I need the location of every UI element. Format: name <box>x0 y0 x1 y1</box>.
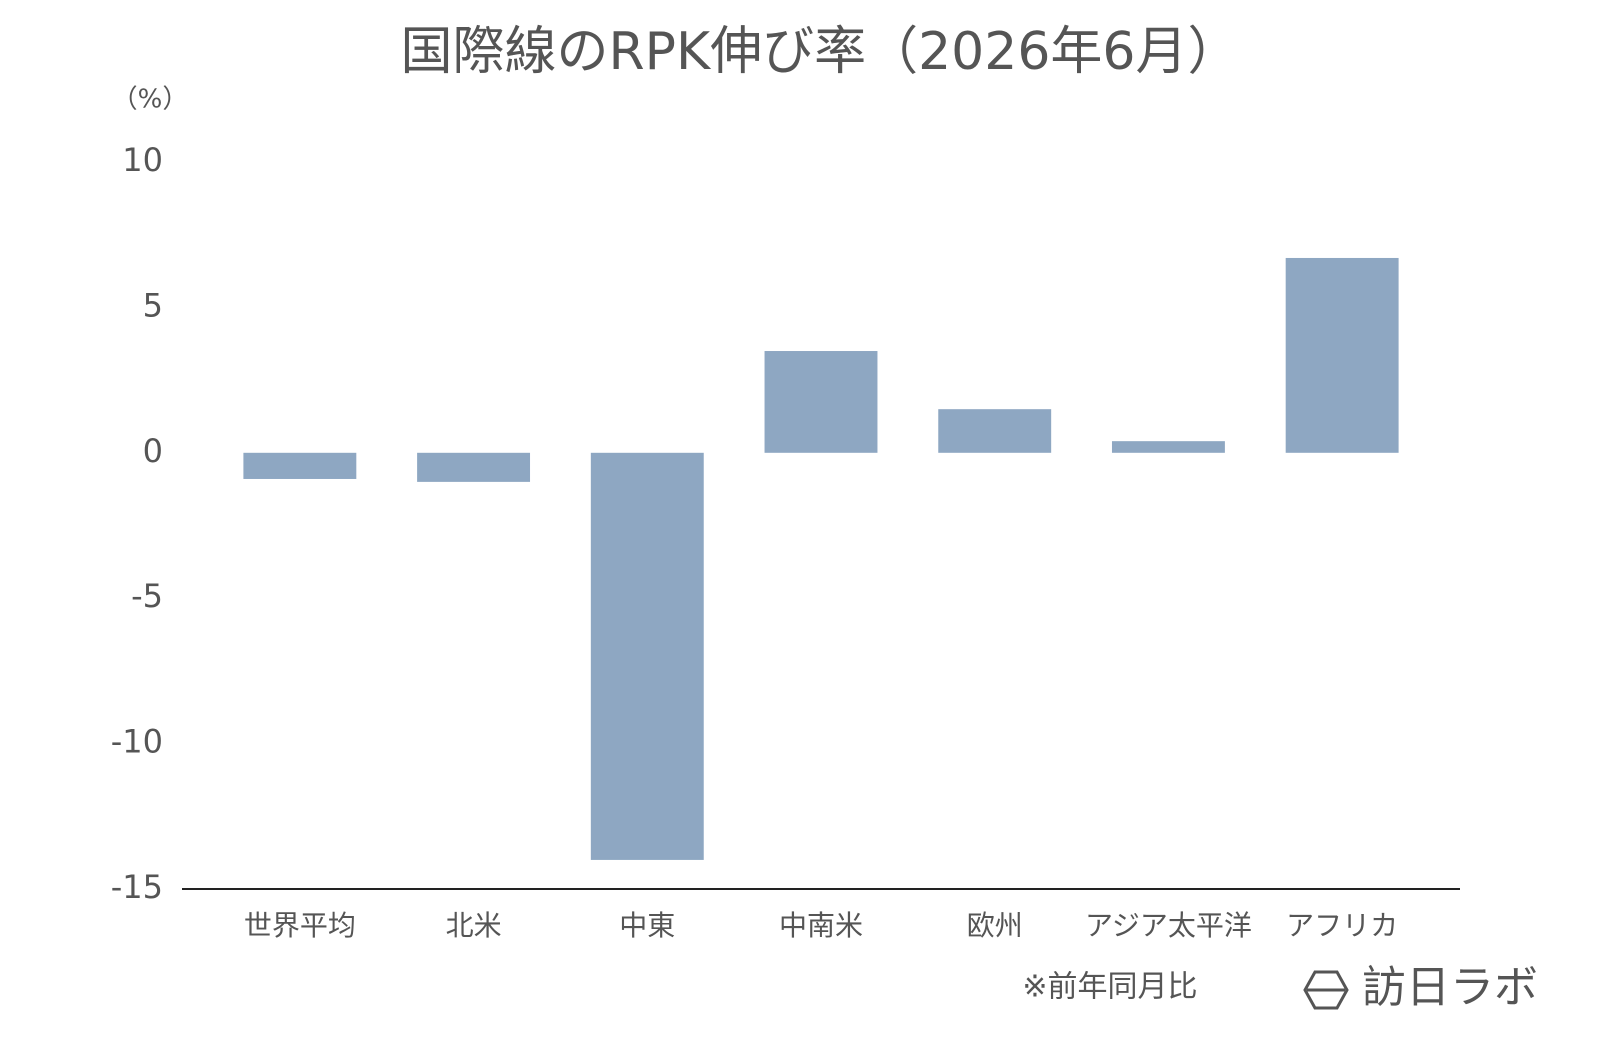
bar <box>1111 441 1225 453</box>
x-tick-label: アフリカ <box>1286 909 1398 942</box>
y-tick-label: 10 <box>122 141 163 179</box>
note: ※前年同月比 <box>1022 970 1197 1005</box>
bar <box>243 452 357 479</box>
chart-title: 国際線のRPK伸び率（2026年6月） <box>400 22 1239 82</box>
unit-label: （%） <box>112 85 189 115</box>
y-tick-label: -15 <box>111 868 163 906</box>
x-tick-label: 世界平均 <box>244 909 356 942</box>
y-tick-label: 5 <box>143 286 163 324</box>
x-tick-label: 中東 <box>619 909 675 942</box>
y-tick-label: -10 <box>111 723 163 761</box>
brand-name: 訪日ラボ <box>1362 962 1538 1013</box>
x-tick-label: 中南米 <box>779 909 863 942</box>
x-tick-label: アジア太平洋 <box>1085 909 1252 942</box>
bar <box>764 351 878 453</box>
bar <box>1285 257 1399 453</box>
x-tick-label: 欧州 <box>967 909 1023 942</box>
y-tick-label: 0 <box>143 432 163 470</box>
brand-logo: 訪日ラボ <box>1303 962 1538 1013</box>
x-tick-label: 北米 <box>446 909 502 942</box>
logo-icon <box>1303 970 1349 1010</box>
bar <box>590 452 704 860</box>
y-tick-label: -5 <box>131 577 163 615</box>
bar <box>938 409 1052 453</box>
bar <box>417 452 531 482</box>
